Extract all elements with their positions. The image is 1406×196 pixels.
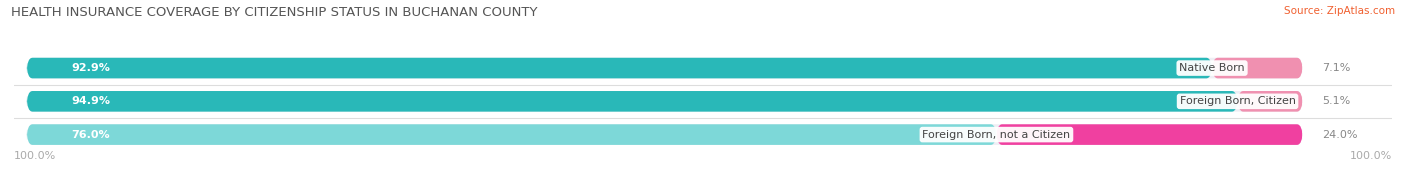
Text: 100.0%: 100.0% — [1350, 151, 1392, 161]
Text: 92.9%: 92.9% — [72, 63, 110, 73]
Text: Native Born: Native Born — [1180, 63, 1244, 73]
FancyBboxPatch shape — [27, 58, 1212, 78]
Text: Foreign Born, not a Citizen: Foreign Born, not a Citizen — [922, 130, 1070, 140]
Text: 94.9%: 94.9% — [72, 96, 111, 106]
FancyBboxPatch shape — [997, 124, 1302, 145]
FancyBboxPatch shape — [27, 58, 1302, 78]
FancyBboxPatch shape — [1212, 58, 1302, 78]
Text: 76.0%: 76.0% — [72, 130, 110, 140]
Text: 100.0%: 100.0% — [14, 151, 56, 161]
FancyBboxPatch shape — [1237, 91, 1302, 112]
FancyBboxPatch shape — [27, 124, 997, 145]
Text: Foreign Born, Citizen: Foreign Born, Citizen — [1180, 96, 1295, 106]
Text: HEALTH INSURANCE COVERAGE BY CITIZENSHIP STATUS IN BUCHANAN COUNTY: HEALTH INSURANCE COVERAGE BY CITIZENSHIP… — [11, 6, 537, 19]
Text: 5.1%: 5.1% — [1322, 96, 1350, 106]
Text: 7.1%: 7.1% — [1322, 63, 1350, 73]
Text: 24.0%: 24.0% — [1322, 130, 1357, 140]
FancyBboxPatch shape — [27, 91, 1237, 112]
FancyBboxPatch shape — [27, 124, 1302, 145]
Text: Source: ZipAtlas.com: Source: ZipAtlas.com — [1284, 6, 1395, 16]
FancyBboxPatch shape — [27, 91, 1302, 112]
